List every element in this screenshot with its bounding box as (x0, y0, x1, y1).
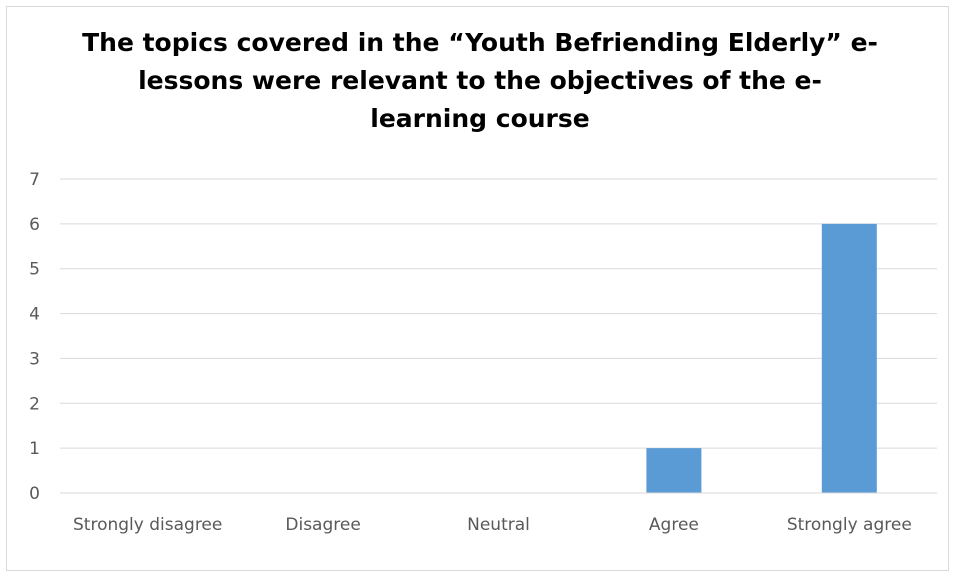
y-tick-label-0: 0 (29, 484, 40, 504)
y-tick-label-2: 2 (29, 394, 40, 414)
chart-frame (6, 6, 949, 571)
y-tick-label-5: 5 (29, 260, 40, 280)
bar-strongly-agree (821, 223, 877, 493)
y-tick-label-7: 7 (29, 170, 40, 190)
bar-agree (646, 448, 702, 493)
x-tick-labels: Strongly disagree Disagree Neutral Agree Str… (73, 515, 912, 535)
x-tick-label-strongly-agree: Strongly agree (787, 515, 912, 535)
y-tick-label-4: 4 (29, 305, 40, 325)
gridlines (60, 178, 937, 449)
x-tick-label-disagree: Disagree (285, 515, 360, 535)
y-tick-label-6: 6 (29, 215, 40, 235)
x-tick-label-neutral: Neutral (467, 515, 530, 535)
x-tick-label-strongly-disagree: Strongly disagree (73, 515, 222, 535)
chart-title: The topics covered in the “Youth Befrien… (82, 28, 878, 133)
y-tick-label-3: 3 (29, 349, 40, 369)
y-tick-label-1: 1 (29, 439, 40, 459)
y-tick-labels: 0 1 2 3 4 5 6 7 (29, 170, 40, 504)
bars (646, 223, 877, 493)
x-tick-label-agree: Agree (649, 515, 699, 535)
